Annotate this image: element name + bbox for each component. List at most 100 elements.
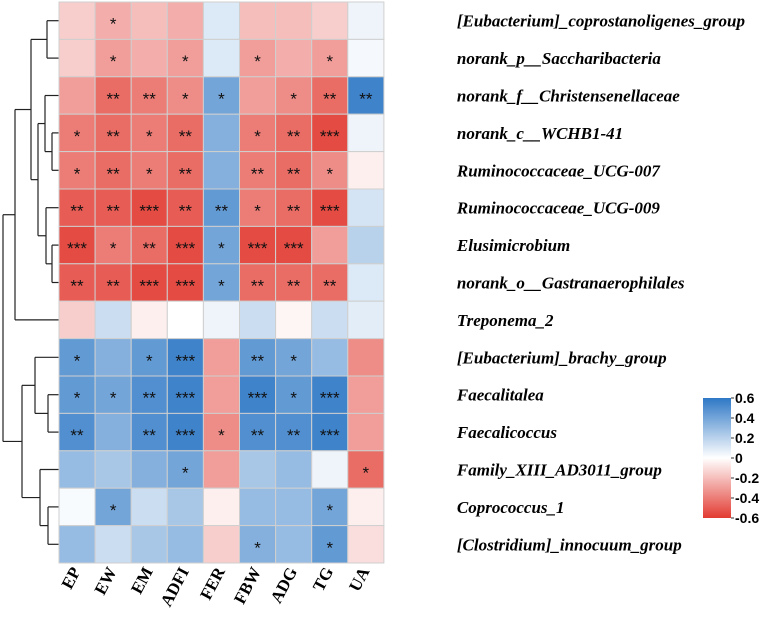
significance-mark: * [182,52,189,71]
heatmap-cell [239,487,277,527]
significance-mark: ** [107,164,121,183]
column-label: FER [196,563,229,603]
heatmap-cell [275,263,313,302]
significance-mark: *** [320,202,340,221]
significance-mark: * [326,52,333,71]
column-label: TG [309,564,337,595]
heatmap-cell [311,38,349,78]
heatmap-cell [347,487,385,527]
significance-mark: * [218,426,225,445]
heatmap-cell [166,263,204,302]
significance-mark: ** [251,351,265,370]
significance-mark: * [110,501,117,520]
significance-mark: ** [107,277,121,296]
heatmap-cell [94,450,132,489]
heatmap-cell [166,300,204,340]
row-label: Faecalicoccus [456,423,557,442]
heatmap-cell [58,38,96,78]
significance-mark: * [146,164,153,183]
significance-mark: * [146,351,153,370]
heatmap-cell [275,412,313,452]
significance-mark: ** [323,277,337,296]
significance-mark: * [110,15,117,34]
color-legend: 0.6 0.4 0.2 0 -0.2 -0.4 -0.6 [703,390,759,526]
heatmap-cell [239,1,277,40]
heatmap-cell [239,338,277,377]
significance-mark: ** [107,202,121,221]
significance-mark: *** [139,277,159,296]
column-label: ADFI [157,564,193,610]
row-label: Family_XIII_AD3011_group [456,461,662,480]
legend-tick-label: 0.2 [735,430,755,446]
significance-mark: ** [143,426,157,445]
heatmap-cell [239,263,277,302]
heatmap-cell [58,450,96,489]
heatmap-cell [347,300,385,340]
significance-mark: *** [284,239,304,258]
significance-mark: ** [251,426,265,445]
heatmap-cell [202,487,240,527]
row-label: norank_f__Christensenellaceae [457,87,680,106]
heatmap-cell [202,151,240,190]
row-dendrogram [2,20,59,545]
heatmap-cell [58,188,96,227]
heatmap-cell [202,300,240,340]
row-labels: [Eubacterium]_coprostanoligenes_groupnor… [456,12,745,555]
significance-mark: ** [143,239,157,258]
significance-mark: ** [251,277,265,296]
heatmap-cell [239,188,277,227]
heatmap-cell [347,412,385,452]
row-label: Treponema_2 [457,311,554,330]
heatmap-cell [202,1,240,40]
column-labels: EP EW EM ADFI FER FBW ADG TG UA [58,563,374,609]
column-label: EM [127,564,157,597]
heatmap-cell [347,151,385,190]
significance-mark: ** [287,127,301,146]
significance-mark: * [110,52,117,71]
significance-mark: ** [143,90,157,109]
heatmap-cell [239,76,277,115]
column-label: ADG [267,564,302,606]
heatmap-cell [275,525,313,564]
heatmap-cell [347,263,385,302]
heatmap-cell [58,412,96,452]
heatmap-cell [311,338,349,377]
significance-mark: ** [143,389,157,408]
heatmap-cell [239,38,277,78]
significance-mark: *** [320,127,340,146]
significance-mark: * [218,90,225,109]
heatmap-cell [166,1,204,40]
column-label: EW [91,564,121,598]
heatmap-cell [311,263,349,302]
row-label: Coprococcus_1 [457,498,565,517]
heatmap-cell [166,450,204,489]
heatmap-cell [130,487,168,527]
heatmap-cell [275,1,313,40]
heatmap-cell [347,76,385,115]
heatmap-cell [130,450,168,489]
heatmap-cell [347,338,385,377]
legend-tick-label: -0.4 [735,490,759,506]
heatmap-cell [311,375,349,414]
significance-mark: * [363,464,370,483]
significance-mark: * [254,538,261,557]
heatmap-cell [58,151,96,190]
heatmap-cell [166,487,204,527]
significance-mark: ** [107,90,121,109]
heatmap-cell [347,1,385,40]
heatmap-cell [239,151,277,190]
heatmap-cell [94,76,132,115]
heatmap-cell [94,412,132,452]
row-label: [Clostridium]_innocuum_group [457,535,682,554]
heatmap-cell [130,412,168,452]
significance-mark: * [326,501,333,520]
heatmap-cell [239,412,277,452]
significance-mark: * [290,351,297,370]
significance-mark: *** [175,277,195,296]
significance-mark: *** [320,389,340,408]
heatmap-cell [347,113,385,153]
heatmap-cell [94,338,132,377]
heatmap-cell [347,450,385,489]
heatmap-cell [58,375,96,414]
